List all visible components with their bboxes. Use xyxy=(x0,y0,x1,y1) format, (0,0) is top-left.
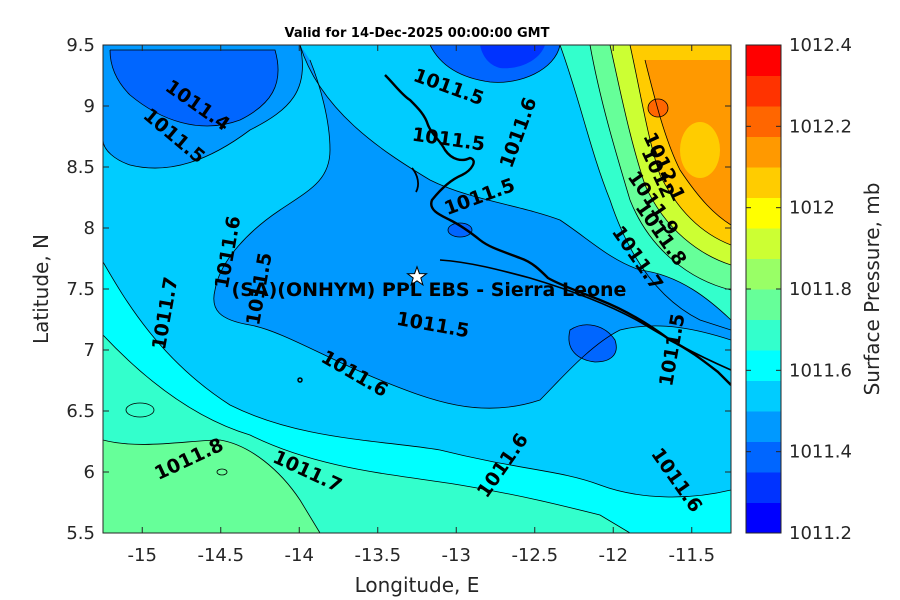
x-axis-ticks: -15 -14.5 -14 -13.5 -13 -12.5 -12 -11.5 xyxy=(128,45,715,566)
contour-line xyxy=(103,261,731,498)
y-tick-label: 6 xyxy=(84,462,95,483)
colorbar-tick-label: 1012.4 xyxy=(789,35,852,56)
x-tick-label: -13 xyxy=(442,545,471,566)
colorbar-tick-label: 1011.8 xyxy=(789,279,852,300)
x-axis-label: Longitude, E xyxy=(355,573,480,597)
contour-plot-area xyxy=(103,45,731,533)
x-tick-label: -13.5 xyxy=(354,545,401,566)
x-tick-label: -14 xyxy=(285,545,314,566)
y-tick-label: 9.5 xyxy=(66,35,95,56)
contour-line xyxy=(103,439,321,533)
site-star-icon xyxy=(406,265,428,287)
colorbar-band xyxy=(746,197,781,229)
contour-line xyxy=(609,45,731,266)
colorbar-band xyxy=(746,106,781,137)
colorbar-band xyxy=(746,136,781,168)
contour-line xyxy=(644,59,731,226)
colorbar-band xyxy=(746,319,781,351)
x-tick-label: -12 xyxy=(599,545,628,566)
x-tick-label: -11.5 xyxy=(668,545,715,566)
contour-fill-1011-45-nw xyxy=(110,50,279,126)
contour-line xyxy=(103,45,303,169)
colorbar-band xyxy=(746,167,781,198)
contour-line xyxy=(299,45,731,321)
site-marker-group: (SA)(ONHYM) PPL EBS - Sierra Leone xyxy=(232,265,627,301)
colorbar xyxy=(746,45,781,534)
contour-line xyxy=(429,45,561,83)
colorbar-band xyxy=(746,228,781,259)
x-tick-label: -12.5 xyxy=(511,545,558,566)
y-tick-label: 8 xyxy=(84,218,95,239)
colorbar-band xyxy=(746,472,781,503)
contour-lines xyxy=(103,45,731,533)
contour-line xyxy=(213,59,731,409)
y-axis-label: Latitude, N xyxy=(29,234,53,344)
contour-line xyxy=(568,324,617,363)
colorbar-tick-label: 1011.6 xyxy=(789,360,852,381)
y-tick-label: 7.5 xyxy=(66,279,95,300)
contour-fill-small-patch xyxy=(126,403,154,417)
contour-fill-inner-cell xyxy=(680,122,720,178)
contour-line xyxy=(103,334,631,533)
contour-fill-1011-4-n xyxy=(480,45,545,69)
contour-line xyxy=(589,45,731,291)
contour-line xyxy=(109,49,279,127)
colorbar-band xyxy=(746,350,781,381)
contour-line xyxy=(125,402,155,418)
coastline xyxy=(384,74,731,386)
site-label: (SA)(ONHYM) PPL EBS - Sierra Leone xyxy=(232,279,627,301)
coastline-islet xyxy=(297,377,303,383)
colorbar-band xyxy=(746,411,781,442)
x-tick-label: -15 xyxy=(128,545,157,566)
colorbar-band xyxy=(746,441,781,473)
contour-line xyxy=(447,222,473,238)
colorbar-label: Surface Pressure, mb xyxy=(860,183,884,396)
colorbar-band xyxy=(746,289,781,320)
contour-line xyxy=(629,45,731,246)
colorbar-tick-label: 1011.2 xyxy=(789,523,852,544)
contour-fill-1011-45-cell-c xyxy=(448,223,472,237)
contour-line xyxy=(559,45,731,331)
y-tick-label: 5.5 xyxy=(66,523,95,544)
chart-title: Valid for 14-Dec-2025 00:00:00 GMT xyxy=(285,26,550,41)
colorbar-band xyxy=(746,45,781,76)
contour-line xyxy=(216,468,228,476)
y-tick-label: 9 xyxy=(84,96,95,117)
colorbar-tick-label: 1011.4 xyxy=(789,442,852,463)
colorbar-tick-label: 1012.2 xyxy=(789,116,852,137)
x-tick-label: -14.5 xyxy=(197,545,244,566)
colorbar-frame xyxy=(745,44,782,534)
colorbar-band xyxy=(746,502,781,534)
contour-fill-1012-3-cell xyxy=(648,99,668,117)
coastline xyxy=(411,167,419,193)
y-tick-label: 8.5 xyxy=(66,157,95,178)
y-tick-label: 7 xyxy=(84,340,95,361)
y-tick-label: 6.5 xyxy=(66,401,95,422)
colorbar-band xyxy=(746,258,781,290)
colorbar-tick-label: 1012 xyxy=(789,198,835,219)
contour-fill-1011-45-cell-e xyxy=(568,324,617,362)
contour-line xyxy=(647,98,669,118)
colorbar-band xyxy=(746,75,781,107)
contour-fill-1011-75-sw xyxy=(103,440,320,533)
colorbar-band xyxy=(746,380,781,412)
contour-fill-1011-55-central xyxy=(213,45,731,409)
y-axis-ticks: 5.5 6 6.5 7 7.5 8 8.5 9 9.5 xyxy=(66,35,731,544)
country-border xyxy=(439,259,731,371)
